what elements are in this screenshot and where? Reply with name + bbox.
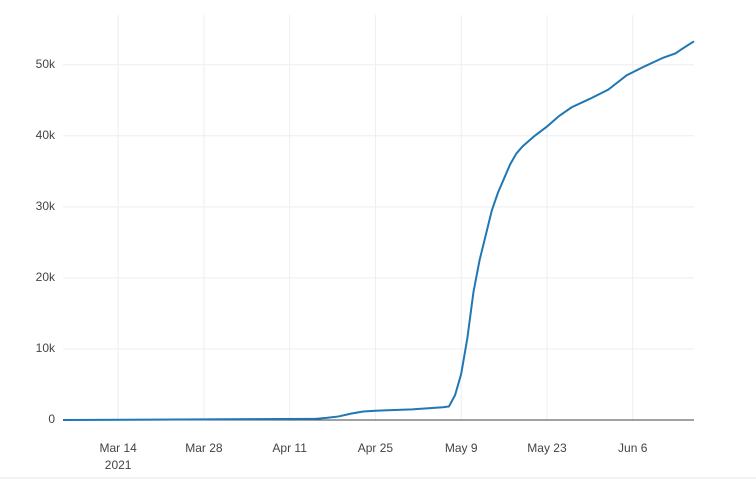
x-tick-label: May 23 — [527, 441, 567, 455]
x-tick-label: Apr 11 — [272, 441, 307, 455]
y-tick-label: 10k — [36, 341, 56, 355]
y-tick-label: 0 — [48, 412, 55, 426]
x-tick-label: Jun 6 — [618, 441, 648, 455]
y-tick-label: 20k — [36, 270, 56, 284]
data-line — [62, 40, 695, 421]
x-tick-label: Mar 28 — [185, 441, 223, 455]
x-tick-label: May 9 — [445, 441, 478, 455]
y-tick-label: 40k — [36, 128, 56, 142]
x-tick-label: Mar 14 — [99, 441, 137, 455]
x-year-label: 2021 — [105, 458, 132, 472]
y-tick-label: 50k — [36, 57, 56, 71]
y-tick-label: 30k — [36, 199, 56, 213]
x-tick-label: Apr 25 — [358, 441, 394, 455]
